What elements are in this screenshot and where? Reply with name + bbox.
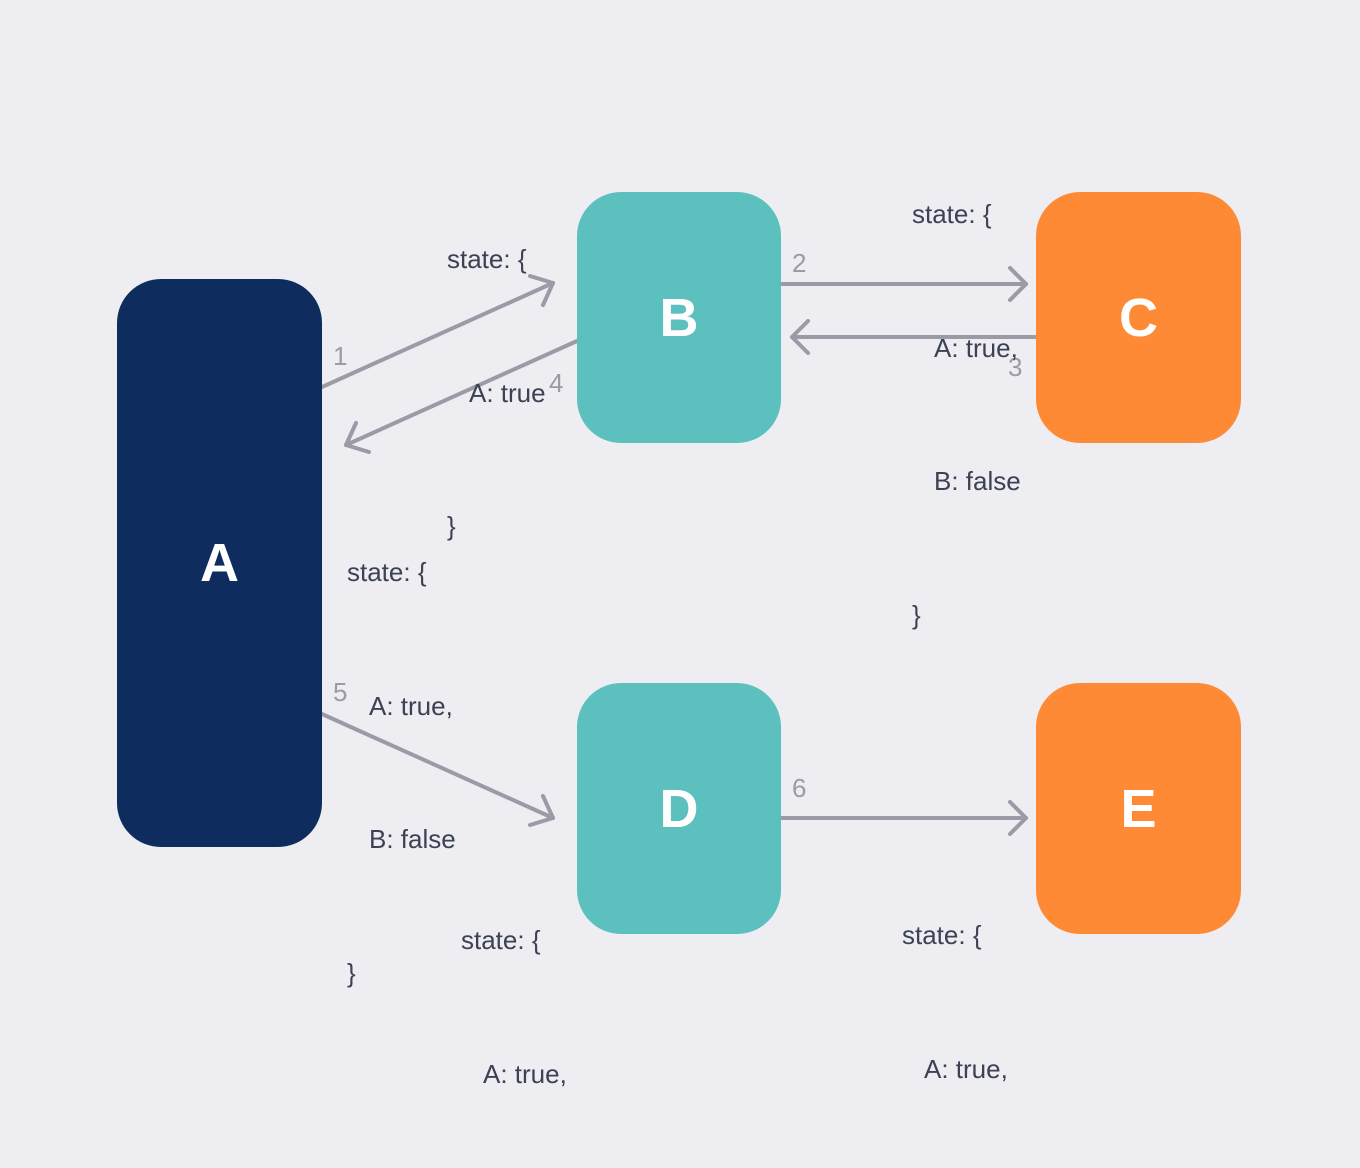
state-entry: B: false — [934, 466, 1021, 496]
state-block-d-to-e: state: { A: true, B: false D: 1 } — [902, 824, 1011, 1168]
state-entry: A: true, — [369, 690, 453, 721]
state-open: state: { — [902, 920, 982, 950]
state-close: } — [347, 957, 356, 988]
edge-a-to-d — [320, 712, 555, 820]
step-label-6: 6 — [792, 773, 807, 803]
state-open: state: { — [447, 244, 527, 274]
arrowhead-c-to-b — [790, 319, 810, 355]
arrowhead-a-to-d — [528, 794, 555, 827]
state-close: } — [912, 599, 921, 630]
state-entry: A: true, — [483, 1058, 567, 1089]
state-open: state: { — [347, 557, 427, 587]
state-entry: B: false — [369, 824, 456, 854]
state-close: } — [447, 511, 456, 541]
step-label-4: 4 — [549, 368, 564, 398]
arrowhead-b-to-a — [344, 421, 371, 454]
state-entry: A: true, — [934, 332, 1018, 363]
state-block-b-to-a: state: { A: true, B: false } — [347, 461, 456, 1040]
node-a[interactable]: A — [117, 279, 322, 847]
state-block-a-to-b: state: { A: true } — [447, 148, 546, 593]
state-entry: A: true, — [924, 1053, 1008, 1084]
edge-a-to-b — [320, 281, 555, 389]
node-d[interactable]: D — [577, 683, 781, 934]
arrowhead-a-to-b — [528, 274, 555, 307]
state-block-b-to-c: state: { A: true, B: false } — [912, 103, 1021, 682]
node-e[interactable]: E — [1036, 683, 1241, 934]
state-entry: A: true — [469, 377, 546, 408]
step-label-5: 5 — [333, 677, 348, 707]
state-open: state: { — [912, 199, 992, 229]
state-block-a-to-d: state: { A: true, B: false } — [461, 829, 570, 1168]
node-b[interactable]: B — [577, 192, 781, 443]
state-open: state: { — [461, 925, 541, 955]
step-label-1: 1 — [333, 341, 348, 371]
step-label-3: 3 — [1008, 352, 1023, 382]
arrowhead-d-to-e — [1008, 800, 1028, 836]
node-c[interactable]: C — [1036, 192, 1241, 443]
step-label-2: 2 — [792, 248, 807, 278]
arrowhead-b-to-c — [1008, 266, 1028, 302]
edge-b-to-a — [344, 339, 579, 447]
